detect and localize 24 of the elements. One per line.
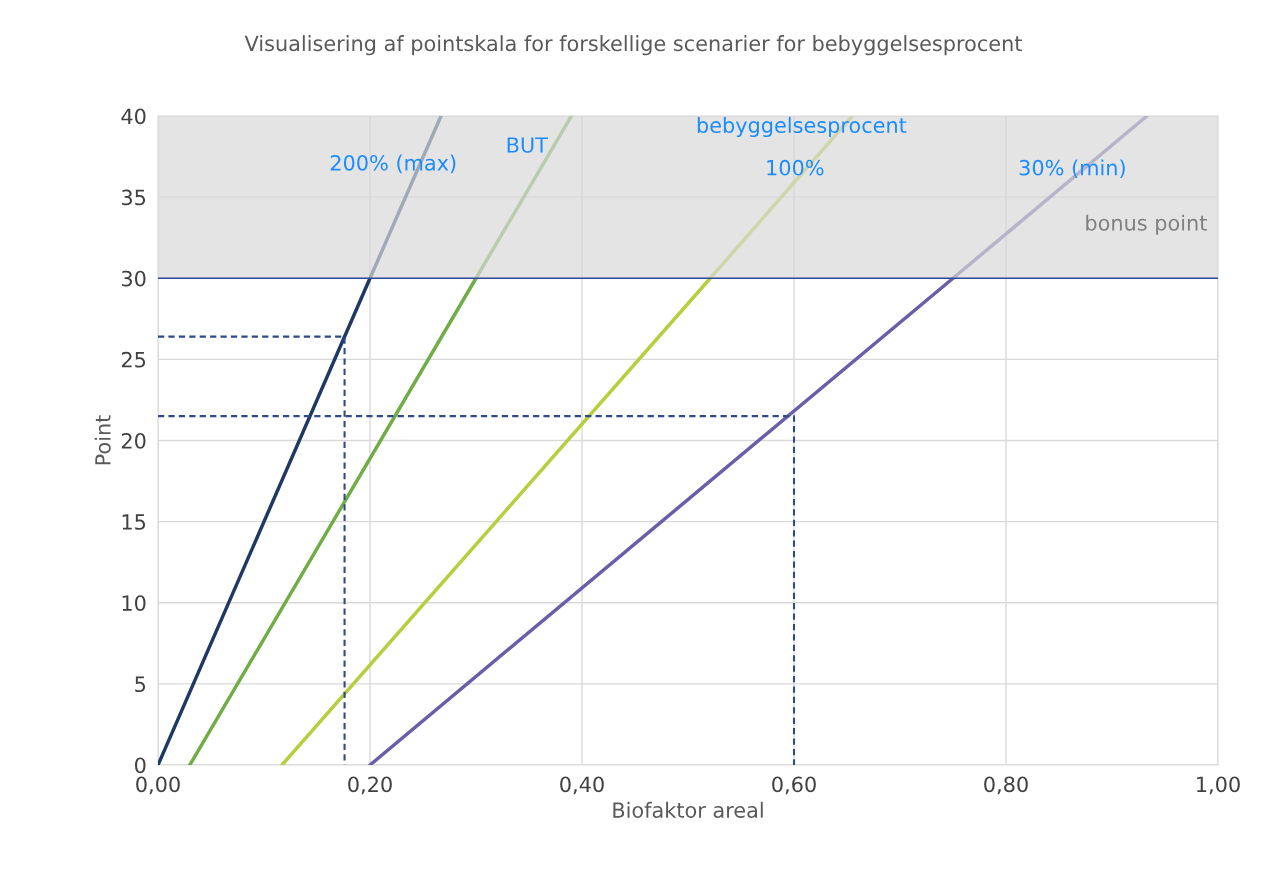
x-tick-label: 1,00 <box>1197 776 1240 795</box>
x-tick-label: 0,00 <box>136 776 180 795</box>
x-axis-title: Biofaktor areal <box>613 801 763 818</box>
x-tick-label: 0,20 <box>348 776 392 795</box>
x-tick-label: 0,80 <box>984 776 1028 795</box>
y-tick-label: 20 <box>121 432 146 449</box>
y-tick-label: 5 <box>135 676 146 693</box>
annotation: bebyggelsesprocent <box>697 116 907 138</box>
x-tick-label: 0,40 <box>560 776 604 795</box>
band-label: bonus point <box>1086 214 1207 235</box>
series-label: BUT <box>507 137 548 153</box>
chart-title: Visualisering af pointskala for forskellige scenarier for bebyggelsesprocent <box>244 35 1022 56</box>
y-tick-label: 0 <box>135 757 146 774</box>
y-tick-label: 10 <box>122 595 146 611</box>
y-tick-label: 35 <box>121 189 146 206</box>
y-tick-label: 25 <box>121 351 146 368</box>
series-label: 30% (min) <box>1019 159 1125 179</box>
y-tick-label: 40 <box>121 108 146 125</box>
x-tick-label: 0,60 <box>772 776 816 795</box>
y-tick-label: 15 <box>122 514 146 530</box>
series-label: 200% (max) <box>330 154 456 174</box>
series-label: 100% <box>767 159 824 176</box>
y-tick-label: 30 <box>121 270 146 287</box>
y-axis-title: Point <box>94 415 111 465</box>
